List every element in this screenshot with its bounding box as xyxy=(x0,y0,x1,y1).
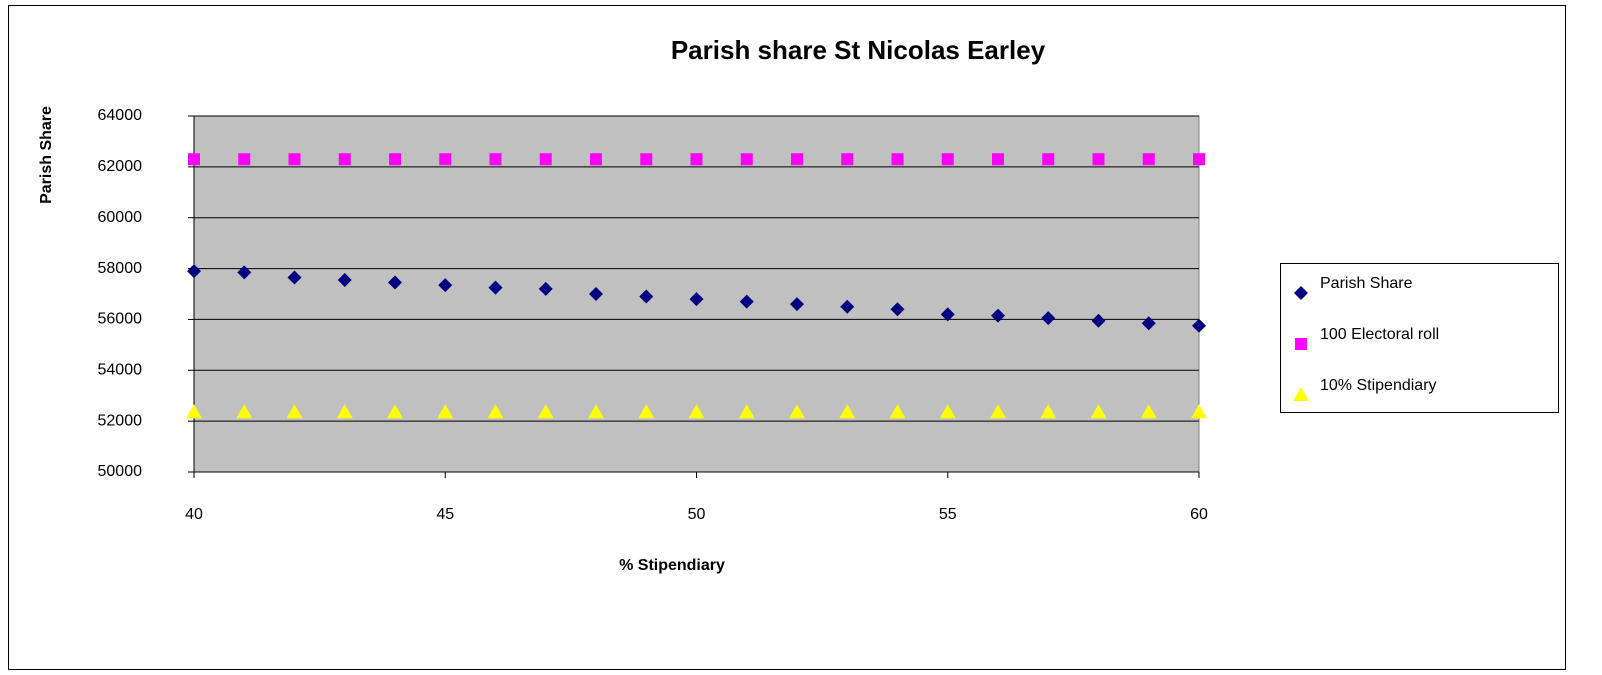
data-point xyxy=(1092,153,1105,166)
data-point xyxy=(790,297,804,312)
x-tick-label: 50 xyxy=(688,506,706,523)
data-point xyxy=(288,153,301,166)
data-point xyxy=(738,404,755,419)
data-point xyxy=(992,153,1004,166)
data-point xyxy=(487,404,504,419)
y-tick-label: 58000 xyxy=(98,260,143,277)
data-point xyxy=(488,280,503,295)
data-point xyxy=(537,404,554,419)
data-point xyxy=(336,404,353,419)
data-point xyxy=(791,153,803,166)
data-point xyxy=(286,404,303,419)
data-point xyxy=(840,299,855,314)
data-point xyxy=(238,153,251,166)
data-point xyxy=(188,153,200,166)
y-tick-label: 56000 xyxy=(98,311,143,328)
y-tick-label: 50000 xyxy=(98,463,143,480)
data-point xyxy=(789,404,805,419)
data-point xyxy=(588,404,604,419)
data-point xyxy=(437,404,454,419)
data-point xyxy=(639,289,654,304)
data-point xyxy=(236,404,253,419)
data-point xyxy=(889,404,906,419)
legend-marker xyxy=(1294,286,1308,300)
legend-label: 10% Stipendiary xyxy=(1320,377,1437,394)
data-point xyxy=(187,264,201,279)
data-point xyxy=(589,287,603,301)
data-point xyxy=(890,302,905,317)
data-point xyxy=(1042,153,1055,166)
data-point xyxy=(538,281,553,296)
data-point xyxy=(1192,318,1206,333)
data-point xyxy=(338,153,351,166)
legend-marker xyxy=(1295,338,1307,350)
legend-label: Parish Share xyxy=(1320,275,1413,292)
data-point xyxy=(337,273,352,288)
x-tick-label: 55 xyxy=(939,506,957,523)
data-point xyxy=(1041,311,1056,326)
y-tick-label: 62000 xyxy=(98,158,143,175)
data-point xyxy=(891,153,904,166)
data-point xyxy=(590,153,602,166)
data-point xyxy=(739,294,754,309)
x-tick-label: 60 xyxy=(1190,506,1208,523)
data-point xyxy=(689,292,704,307)
data-point xyxy=(1193,153,1205,166)
data-point xyxy=(991,308,1005,323)
data-point xyxy=(939,404,956,419)
legend-box xyxy=(1280,263,1559,413)
data-point xyxy=(439,153,452,166)
data-point xyxy=(638,404,655,419)
data-point xyxy=(237,265,252,280)
data-point xyxy=(1141,316,1156,331)
data-point xyxy=(688,404,705,419)
legend-label: 100 Electoral roll xyxy=(1320,326,1439,343)
x-tick-label: 45 xyxy=(436,506,454,523)
data-point xyxy=(640,153,653,166)
data-point xyxy=(990,404,1006,419)
data-point xyxy=(438,278,453,293)
y-tick-label: 54000 xyxy=(98,362,143,379)
legend-marker xyxy=(1293,387,1309,401)
data-point xyxy=(389,153,401,166)
data-point xyxy=(1191,404,1207,419)
data-point xyxy=(287,270,302,285)
data-point xyxy=(690,153,703,166)
data-point xyxy=(740,153,753,166)
data-point xyxy=(489,153,502,166)
data-point xyxy=(841,153,854,166)
y-tick-label: 60000 xyxy=(98,209,143,226)
y-tick-label: 52000 xyxy=(98,412,143,429)
data-point xyxy=(387,404,403,419)
y-tick-label: 64000 xyxy=(98,107,143,124)
data-point xyxy=(941,153,954,166)
data-point xyxy=(1040,404,1057,419)
data-point xyxy=(1091,313,1106,328)
data-point xyxy=(1142,153,1155,166)
data-point xyxy=(940,307,955,322)
y-axis-label: Parish Share xyxy=(38,106,55,204)
data-point xyxy=(186,404,202,419)
data-point xyxy=(388,275,402,290)
x-tick-label: 40 xyxy=(185,506,203,523)
x-axis-label: % Stipendiary xyxy=(619,557,725,574)
data-point xyxy=(1140,404,1157,419)
data-point xyxy=(839,404,856,419)
chart-title: Parish share St Nicolas Earley xyxy=(671,35,1046,65)
data-point xyxy=(539,153,552,166)
data-point xyxy=(1090,404,1107,419)
